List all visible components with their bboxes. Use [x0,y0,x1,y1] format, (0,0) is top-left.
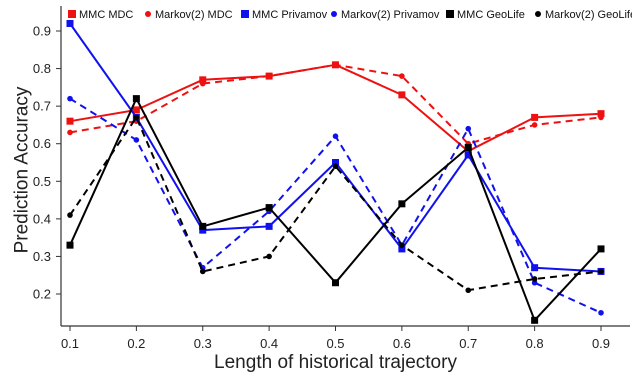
data-point-circle [332,62,339,68]
y-tick-label: 0.9 [33,24,51,39]
legend-marker-circle [145,11,151,17]
x-ticks: 0.1 0.2 0.3 0.4 0.5 0.6 0.7 0.8 0.9 [61,326,610,351]
legend-label: MMC GeoLife [457,9,525,21]
data-point-circle [133,114,140,121]
y-tick-label: 0.3 [33,249,51,264]
series-layer [66,19,605,324]
data-point-square [332,159,339,166]
data-point-square [66,117,74,125]
legend-label: Markov(2) MDC [155,9,233,21]
data-point-square [398,245,406,253]
x-tick-label: 0.9 [592,336,610,351]
series-line-mmc-geolife [69,97,602,322]
x-tick-label: 0.4 [260,336,278,351]
x-tick-label: 0.6 [393,336,411,351]
y-tick-label: 0.7 [33,99,51,114]
legend-label: Markov(2) Privamov [341,9,440,21]
axes [60,6,630,327]
data-point-circle [399,242,405,248]
y-tick-label: 0.4 [33,211,51,226]
data-point-square [199,222,207,230]
legend-marker-square [241,10,249,18]
series-markov-2-mdc [67,62,604,147]
data-point-square [398,200,406,208]
data-point-circle [266,73,272,79]
data-point-circle [598,114,604,121]
series-markov-2-geolife [67,114,604,294]
data-point-circle [531,276,538,282]
data-point-square [132,95,140,103]
data-point-circle [598,268,604,275]
x-tick-label: 0.3 [194,336,212,351]
data-point-square [597,245,605,253]
y-tick-label: 0.6 [33,136,51,151]
data-point-square [464,147,472,155]
y-tick-label: 0.2 [33,287,51,302]
data-point-square [132,106,140,114]
x-tick-label: 0.5 [326,336,344,351]
x-tick-label: 0.8 [526,336,544,351]
y-tick-label: 0.8 [33,61,51,76]
x-tick-label: 0.1 [61,336,79,351]
data-point-circle [598,309,604,316]
data-point-square [66,241,74,249]
data-point-square [199,226,207,234]
legend-marker-square [68,10,76,18]
data-point-circle [465,125,472,132]
data-point-circle [199,268,206,275]
data-point-circle [199,80,206,87]
data-point-square [265,204,273,212]
y-axis-title: Prediction Accuracy [12,86,33,253]
data-point-circle [465,287,472,294]
legend-item-mmc-mdc: MMC MDC [68,9,133,21]
series-line-mmc-privamov [69,22,602,273]
legend-marker-square [446,10,454,18]
data-point-circle [67,129,73,136]
legend-label: MMC MDC [79,9,133,21]
data-point-square [464,151,472,159]
data-point-circle [67,95,73,102]
data-point-square [531,316,539,324]
data-point-circle [266,253,272,260]
legend-item-mmc-privamov: MMC Privamov [241,9,328,21]
data-point-square [464,143,472,151]
data-point-circle [332,133,339,139]
series-mmc-mdc [66,61,605,155]
data-point-square [199,76,207,84]
data-point-square [531,264,539,272]
data-point-square [597,110,605,118]
data-point-square [66,19,74,27]
data-point-circle [332,163,339,170]
legend-item-mmc-geolife: MMC GeoLife [446,9,525,21]
legend-marker-circle [535,11,541,17]
data-point-circle [67,212,73,218]
legend-label: MMC Privamov [252,9,328,21]
data-point-square [398,91,406,99]
data-point-square [531,113,539,121]
legend-item-markov-2-mdc: Markov(2) MDC [145,9,233,21]
legend-item-markov-2-privamov: Markov(2) Privamov [331,9,440,21]
y-tick-label: 0.5 [33,174,51,189]
data-point-circle [531,122,538,128]
x-tick-label: 0.2 [127,336,145,351]
data-point-circle [133,137,140,143]
legend-label: Markov(2) GeoLife [545,9,632,21]
y-ticks: 0.2 0.3 0.4 0.5 0.6 0.7 0.8 0.9 [33,24,61,302]
series-mmc-privamov [66,19,605,275]
x-axis-title: Length of historical trajectory [214,352,457,373]
legend-item-markov-2-geolife: Markov(2) GeoLife [535,9,632,21]
legend: MMC MDC Markov(2) MDC MMC Privamov Markov(2… [68,9,632,21]
data-point-square [265,222,273,230]
data-point-square [332,279,339,287]
legend-marker-circle [331,11,337,17]
series-mmc-geolife [66,95,605,324]
x-tick-label: 0.7 [459,336,477,351]
series-line-markov-2-geolife [69,116,602,292]
data-point-circle [399,73,405,79]
